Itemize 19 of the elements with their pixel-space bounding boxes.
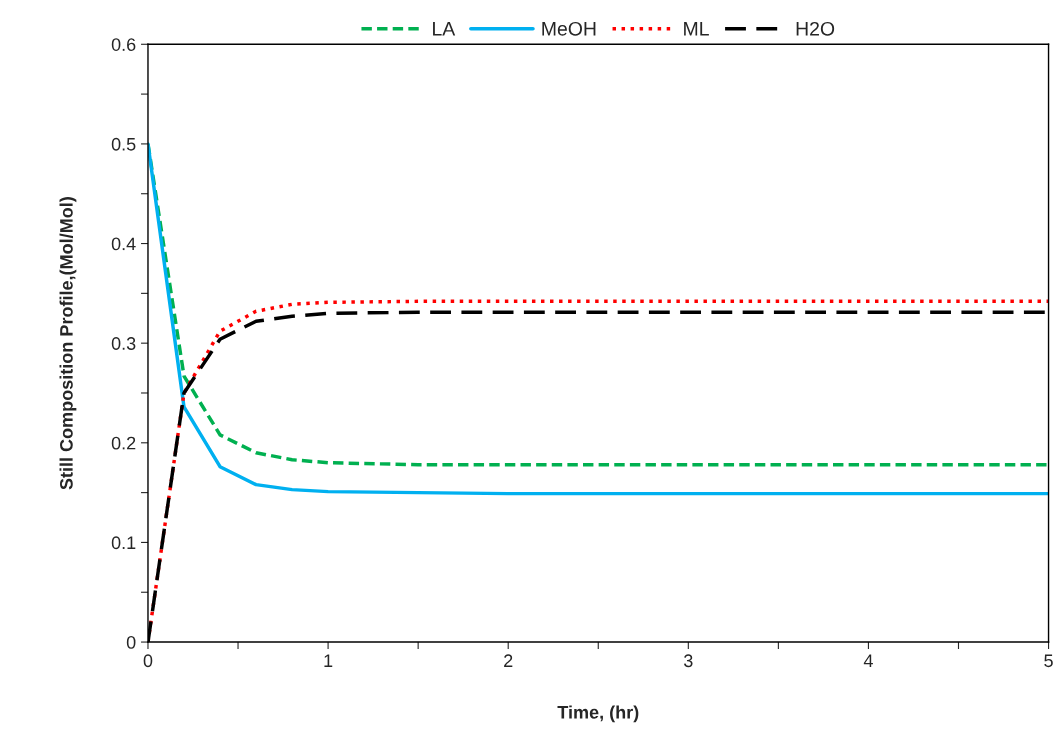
legend-label: MeOH <box>542 21 596 36</box>
x-tick-label: 4 <box>863 654 873 667</box>
x-tick-label: 3 <box>683 654 693 668</box>
y-tick-label: 0 <box>126 635 136 649</box>
legend-label: H2O <box>796 21 835 36</box>
x-tick-label: 5 <box>1044 654 1053 668</box>
y-tick-label: 0.2 <box>111 436 136 450</box>
x-tick-label: 2 <box>504 654 513 667</box>
legend-label: LA <box>433 22 456 36</box>
y-axis-title: Still Composition Profile,(Mol/Mol) <box>59 197 77 490</box>
y-tick-label: 0.1 <box>111 536 136 550</box>
x-tick-label: 0 <box>143 654 153 668</box>
x-axis-title: Time, (hr) <box>557 705 639 723</box>
y-tick-label: 0.3 <box>111 337 136 350</box>
y-tick-label: 0.6 <box>111 38 136 51</box>
legend-label: ML <box>684 22 709 36</box>
x-tick-label: 1 <box>324 654 333 667</box>
y-tick-label: 0.5 <box>111 137 136 151</box>
y-tick-label: 0.4 <box>111 237 136 251</box>
